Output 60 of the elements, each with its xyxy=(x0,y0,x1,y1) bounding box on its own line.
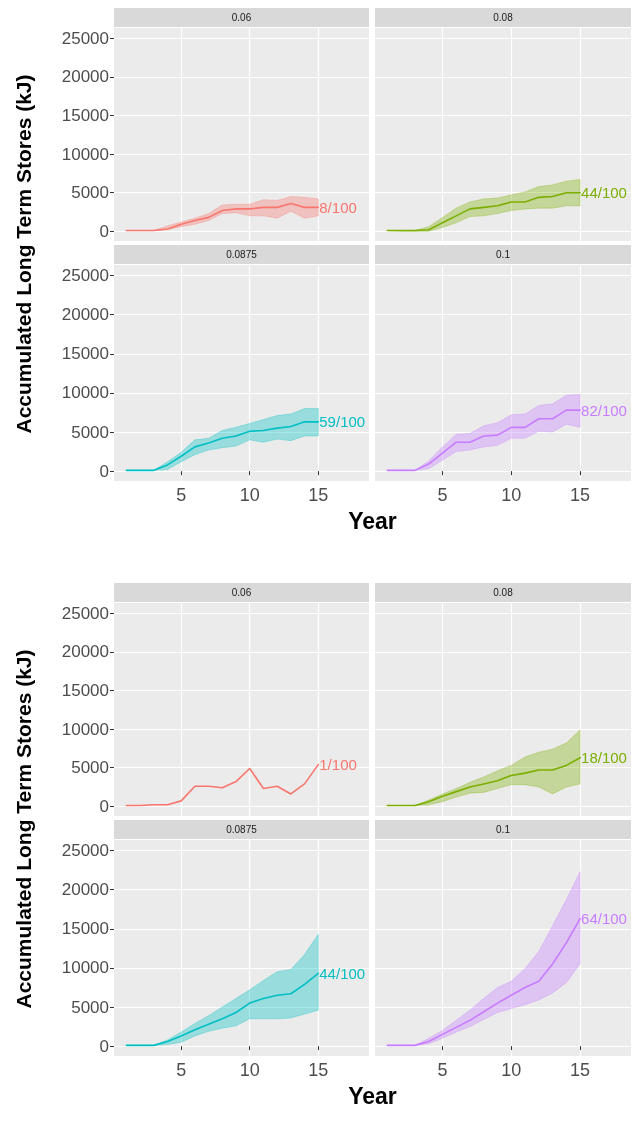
y-tick-label: 15000 xyxy=(61,344,109,364)
y-tick-label: 0 xyxy=(99,221,109,241)
y-tick-label: 20000 xyxy=(61,880,109,900)
line-series xyxy=(125,202,320,232)
y-tick-label: 10000 xyxy=(61,719,109,739)
chart-title: 0.1 xyxy=(375,245,631,264)
x-tick-label: 10 xyxy=(239,1060,260,1080)
x-tick-label: 5 xyxy=(437,1060,448,1080)
chart-title: 0.06 xyxy=(114,8,369,27)
y-tick-label: 5000 xyxy=(71,997,109,1017)
y-tick-label: 15000 xyxy=(61,681,109,701)
x-tick-label: 5 xyxy=(176,1060,187,1080)
y-tick-label: 20000 xyxy=(61,642,109,662)
y-tick-label: 25000 xyxy=(61,266,109,286)
y-tick-label: 0 xyxy=(99,796,109,816)
chart-title: 0.0875 xyxy=(114,820,369,839)
line-series xyxy=(125,763,320,807)
x-tick-label: 15 xyxy=(570,1060,591,1080)
x-axis-title: Year xyxy=(347,1083,398,1110)
y-axis-title: Accumulated Long Term Stores (kJ) xyxy=(11,73,36,434)
y-tick-label: 10000 xyxy=(61,958,109,978)
annotation: 1/100 xyxy=(319,756,357,774)
annotation: 44/100 xyxy=(319,964,366,982)
x-tick-label: 10 xyxy=(501,1060,522,1080)
y-tick-label: 20000 xyxy=(61,67,109,87)
x-tick-label: 10 xyxy=(239,485,260,505)
chart-title: 0.06 xyxy=(114,583,369,602)
x-axis-title: Year xyxy=(347,508,398,535)
annotation: 44/100 xyxy=(581,184,627,202)
chart-title: 0.1 xyxy=(375,820,631,839)
x-tick-label: 5 xyxy=(176,485,187,505)
x-tick-label: 5 xyxy=(437,485,448,505)
y-tick-label: 25000 xyxy=(61,603,109,623)
chart-title: 0.0875 xyxy=(114,245,369,264)
y-tick-label: 10000 xyxy=(61,144,109,164)
x-tick-label: 10 xyxy=(501,485,522,505)
annotation: 82/100 xyxy=(581,401,627,419)
x-tick-label: 15 xyxy=(570,485,591,505)
y-tick-label: 20000 xyxy=(61,305,109,325)
y-tick-label: 5000 xyxy=(71,422,109,442)
x-tick-label: 15 xyxy=(308,1060,329,1080)
y-tick-label: 5000 xyxy=(71,758,109,778)
y-axis-title: Accumulated Long Term Stores (kJ) xyxy=(11,648,36,1009)
x-tick-label: 15 xyxy=(308,485,329,505)
annotation: 59/100 xyxy=(319,413,366,431)
annotation: 18/100 xyxy=(581,749,627,767)
y-tick-label: 0 xyxy=(99,461,109,481)
chart-title: 0.08 xyxy=(375,583,631,602)
y-tick-label: 25000 xyxy=(61,841,109,861)
y-tick-label: 15000 xyxy=(61,919,109,939)
y-tick-label: 25000 xyxy=(61,28,109,48)
y-tick-label: 15000 xyxy=(61,106,109,126)
y-tick-label: 0 xyxy=(99,1036,109,1056)
line-series xyxy=(125,972,320,1047)
annotation: 64/100 xyxy=(581,910,627,928)
annotation: 8/100 xyxy=(319,198,357,216)
y-tick-label: 5000 xyxy=(71,183,109,203)
y-tick-label: 10000 xyxy=(61,383,109,403)
line-series xyxy=(125,421,320,472)
chart-title: 0.08 xyxy=(375,8,631,27)
